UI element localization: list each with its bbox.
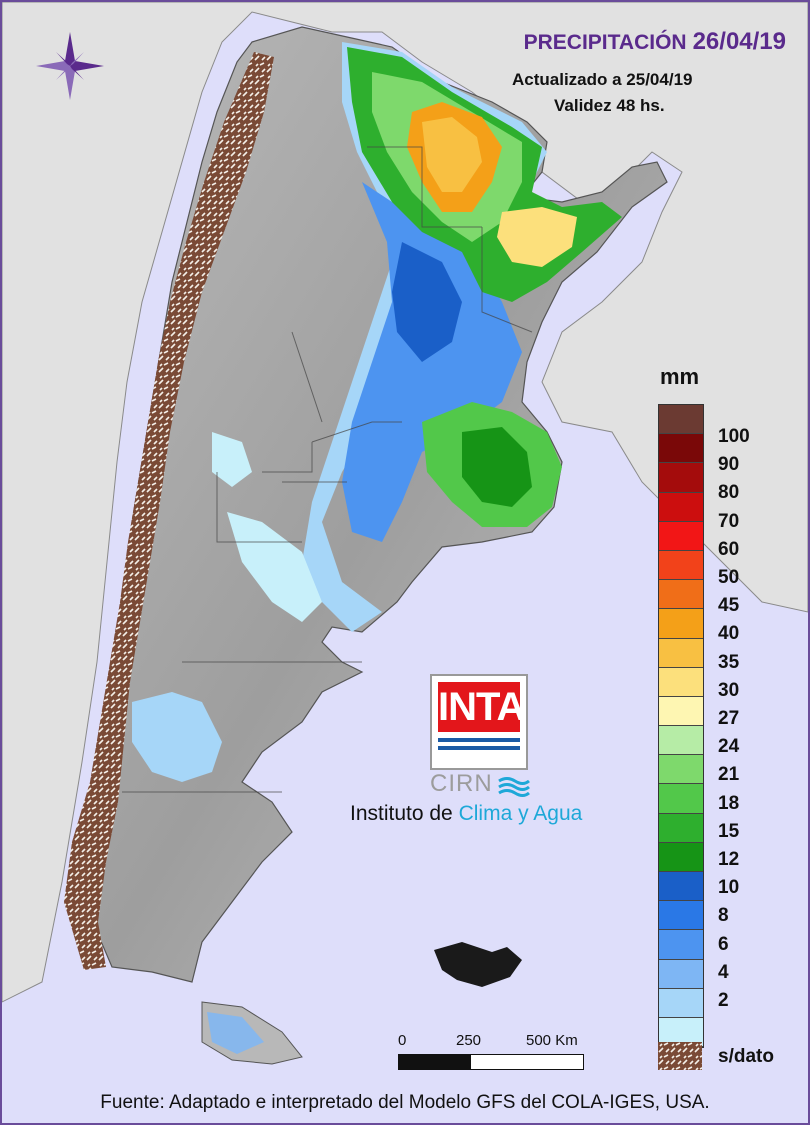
- scale-label-500: 500 Km: [526, 1032, 578, 1049]
- precip-dark-blue: [392, 242, 462, 362]
- precip-light-patagonia: [132, 692, 222, 782]
- inta-logo: INTA: [430, 674, 528, 770]
- legend-label: 4: [718, 961, 729, 983]
- legend-swatch: [659, 434, 703, 464]
- legend-swatch: [659, 492, 703, 522]
- legend-label: 18: [718, 792, 740, 814]
- compass-rose: [36, 32, 104, 100]
- legend-unit: mm: [660, 364, 700, 389]
- precip-light-mendoza: [212, 432, 252, 487]
- institute-name-accent: Clima y Agua: [458, 802, 583, 825]
- scale-bar-black: [398, 1054, 472, 1070]
- cirn-text: CIRN: [430, 770, 493, 797]
- precip-yellow-north: [422, 117, 482, 192]
- institute-name-prefix: Instituto de: [350, 802, 453, 825]
- legend-label: 10: [718, 877, 740, 899]
- scale-label-0: 0: [398, 1032, 407, 1049]
- logo-stripe: [438, 746, 520, 750]
- updated-date: Actualizado a 25/04/19: [512, 70, 693, 89]
- legend-swatch: [659, 609, 703, 639]
- legend-swatch: [659, 667, 703, 697]
- legend-label: 35: [718, 651, 740, 673]
- legend-label: 12: [718, 849, 740, 870]
- logo-stripe: [438, 738, 520, 742]
- scale-label-250: 250: [456, 1032, 482, 1049]
- legend-swatch: [659, 959, 703, 989]
- no-data-andes: [64, 52, 274, 970]
- map-title: PRECIPITACIÓN 26/04/19: [524, 28, 786, 56]
- legend-swatch: [659, 463, 703, 493]
- no-data-swatch: [658, 1042, 702, 1070]
- precip-light-cuyo: [227, 512, 322, 622]
- title-date: 26/04/19: [692, 28, 786, 55]
- legend-swatch: [659, 696, 703, 727]
- legend-swatch: [659, 550, 703, 581]
- legend-label: 8: [718, 905, 729, 927]
- legend-swatch: [659, 580, 703, 610]
- legend-swatch: [659, 901, 703, 931]
- legend-label: 90: [718, 454, 740, 476]
- legend-swatch: [659, 405, 703, 435]
- legend-label: 30: [718, 679, 740, 701]
- institute-name: Instituto de Clima y Agua: [350, 802, 582, 826]
- legend-swatch: [659, 726, 703, 756]
- precip-darkgreen-pampas: [462, 427, 532, 507]
- legend-label: 80: [718, 482, 740, 504]
- cirn-logo: CIRN: [430, 770, 531, 800]
- legend-swatch: [659, 638, 703, 668]
- legend-label: 2: [718, 990, 729, 1011]
- legend-label: 60: [718, 538, 740, 560]
- legend-swatch: [659, 784, 703, 814]
- legend-swatch: [659, 521, 703, 551]
- legend-label: 6: [718, 933, 729, 955]
- malvinas-islands: [434, 942, 522, 987]
- no-data-label: s/dato: [718, 1046, 774, 1067]
- tierra-del-fuego-precip: [207, 1012, 264, 1054]
- legend-swatch: [659, 930, 703, 960]
- legend-swatch: [659, 755, 703, 785]
- legend-swatch: [659, 872, 703, 902]
- scale-bar: 0 250 500 Km: [398, 1032, 588, 1072]
- validity: Validez 48 hs.: [554, 96, 665, 115]
- legend-label: 27: [718, 708, 740, 729]
- legend-swatch: [659, 813, 703, 843]
- source-footer: Fuente: Adaptado e interpretado del Mode…: [100, 1092, 710, 1113]
- legend-color-scale: [658, 404, 704, 1049]
- legend-label: 21: [718, 764, 740, 786]
- legend-label: 100: [718, 426, 750, 447]
- legend-swatch: [659, 988, 703, 1018]
- wave-icon: [498, 776, 531, 797]
- province-borders: [122, 146, 533, 793]
- legend-label: 45: [718, 595, 740, 617]
- title-main: PRECIPITACIÓN: [523, 31, 687, 54]
- legend-label: 70: [718, 510, 740, 532]
- inta-logo-text: INTA: [438, 682, 525, 732]
- legend-label: 15: [718, 820, 740, 842]
- legend-label: 24: [718, 736, 740, 758]
- precip-yellow-mesopotamia: [497, 207, 577, 267]
- legend-label: 50: [718, 567, 740, 588]
- legend-label: 40: [718, 623, 740, 645]
- scale-bar-white: [470, 1054, 584, 1070]
- legend-swatch: [659, 842, 703, 872]
